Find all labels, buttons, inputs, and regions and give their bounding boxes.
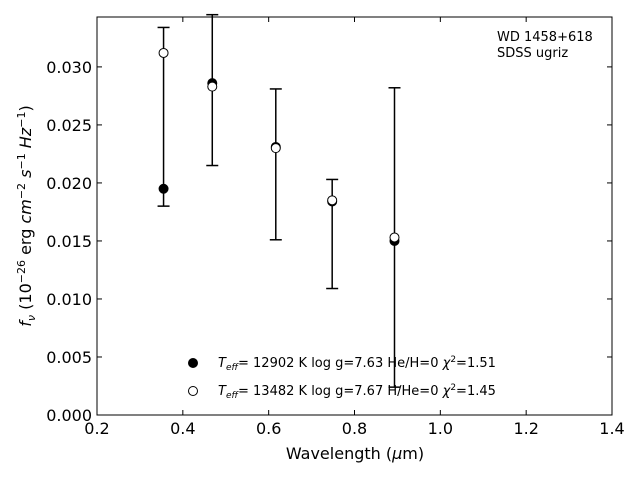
x-axis-label: Wavelength (μm) bbox=[286, 444, 424, 463]
y-tick-label: 0.010 bbox=[46, 290, 92, 309]
y-axis-label: fν (10−26 erg cm−2 s−1 Hz−1) bbox=[15, 105, 38, 326]
y-tick-label: 0.030 bbox=[46, 58, 92, 77]
x-tick-label: 1.0 bbox=[428, 419, 453, 438]
x-tick-label: 0.6 bbox=[256, 419, 281, 438]
x-tick-label: 0.4 bbox=[170, 419, 195, 438]
legend-label-2: Teff= 13482 K log g=7.67 H/He=0 χ2=1.45 bbox=[218, 383, 496, 401]
legend-marker-open bbox=[188, 386, 198, 396]
data-point-filled bbox=[158, 183, 169, 194]
legend-marker-filled bbox=[188, 358, 198, 368]
x-tick-label: 0.2 bbox=[84, 419, 109, 438]
y-tick-label: 0.015 bbox=[46, 232, 92, 251]
x-tick-label: 1.2 bbox=[513, 419, 538, 438]
y-tick-label: 0.025 bbox=[46, 116, 92, 135]
annotation-object: WD 1458+618 bbox=[497, 30, 593, 45]
data-point-open bbox=[327, 195, 338, 206]
data-markers bbox=[158, 47, 400, 246]
y-tick-label: 0.000 bbox=[46, 406, 92, 425]
x-axis-ticks: 0.2 0.4 0.6 0.8 1.0 1.2 1.4 bbox=[84, 17, 625, 438]
x-tick-label: 1.4 bbox=[599, 419, 624, 438]
annotation-filters: SDSS ugriz bbox=[497, 46, 568, 61]
y-axis-ticks: 0.000 0.005 0.010 0.015 0.020 0.025 0.030 bbox=[46, 58, 612, 425]
y-tick-label: 0.005 bbox=[46, 348, 92, 367]
data-point-open bbox=[389, 232, 400, 243]
data-point-open bbox=[158, 47, 169, 58]
data-point-open bbox=[270, 143, 281, 154]
legend-label-1: Teff= 12902 K log g=7.63 He/H=0 χ2=1.51 bbox=[218, 355, 496, 373]
data-point-open bbox=[207, 81, 218, 92]
y-tick-label: 0.020 bbox=[46, 174, 92, 193]
legend: Teff= 12902 K log g=7.63 He/H=0 χ2=1.51 … bbox=[188, 355, 496, 401]
error-bars bbox=[157, 13, 401, 388]
x-tick-label: 0.8 bbox=[342, 419, 367, 438]
